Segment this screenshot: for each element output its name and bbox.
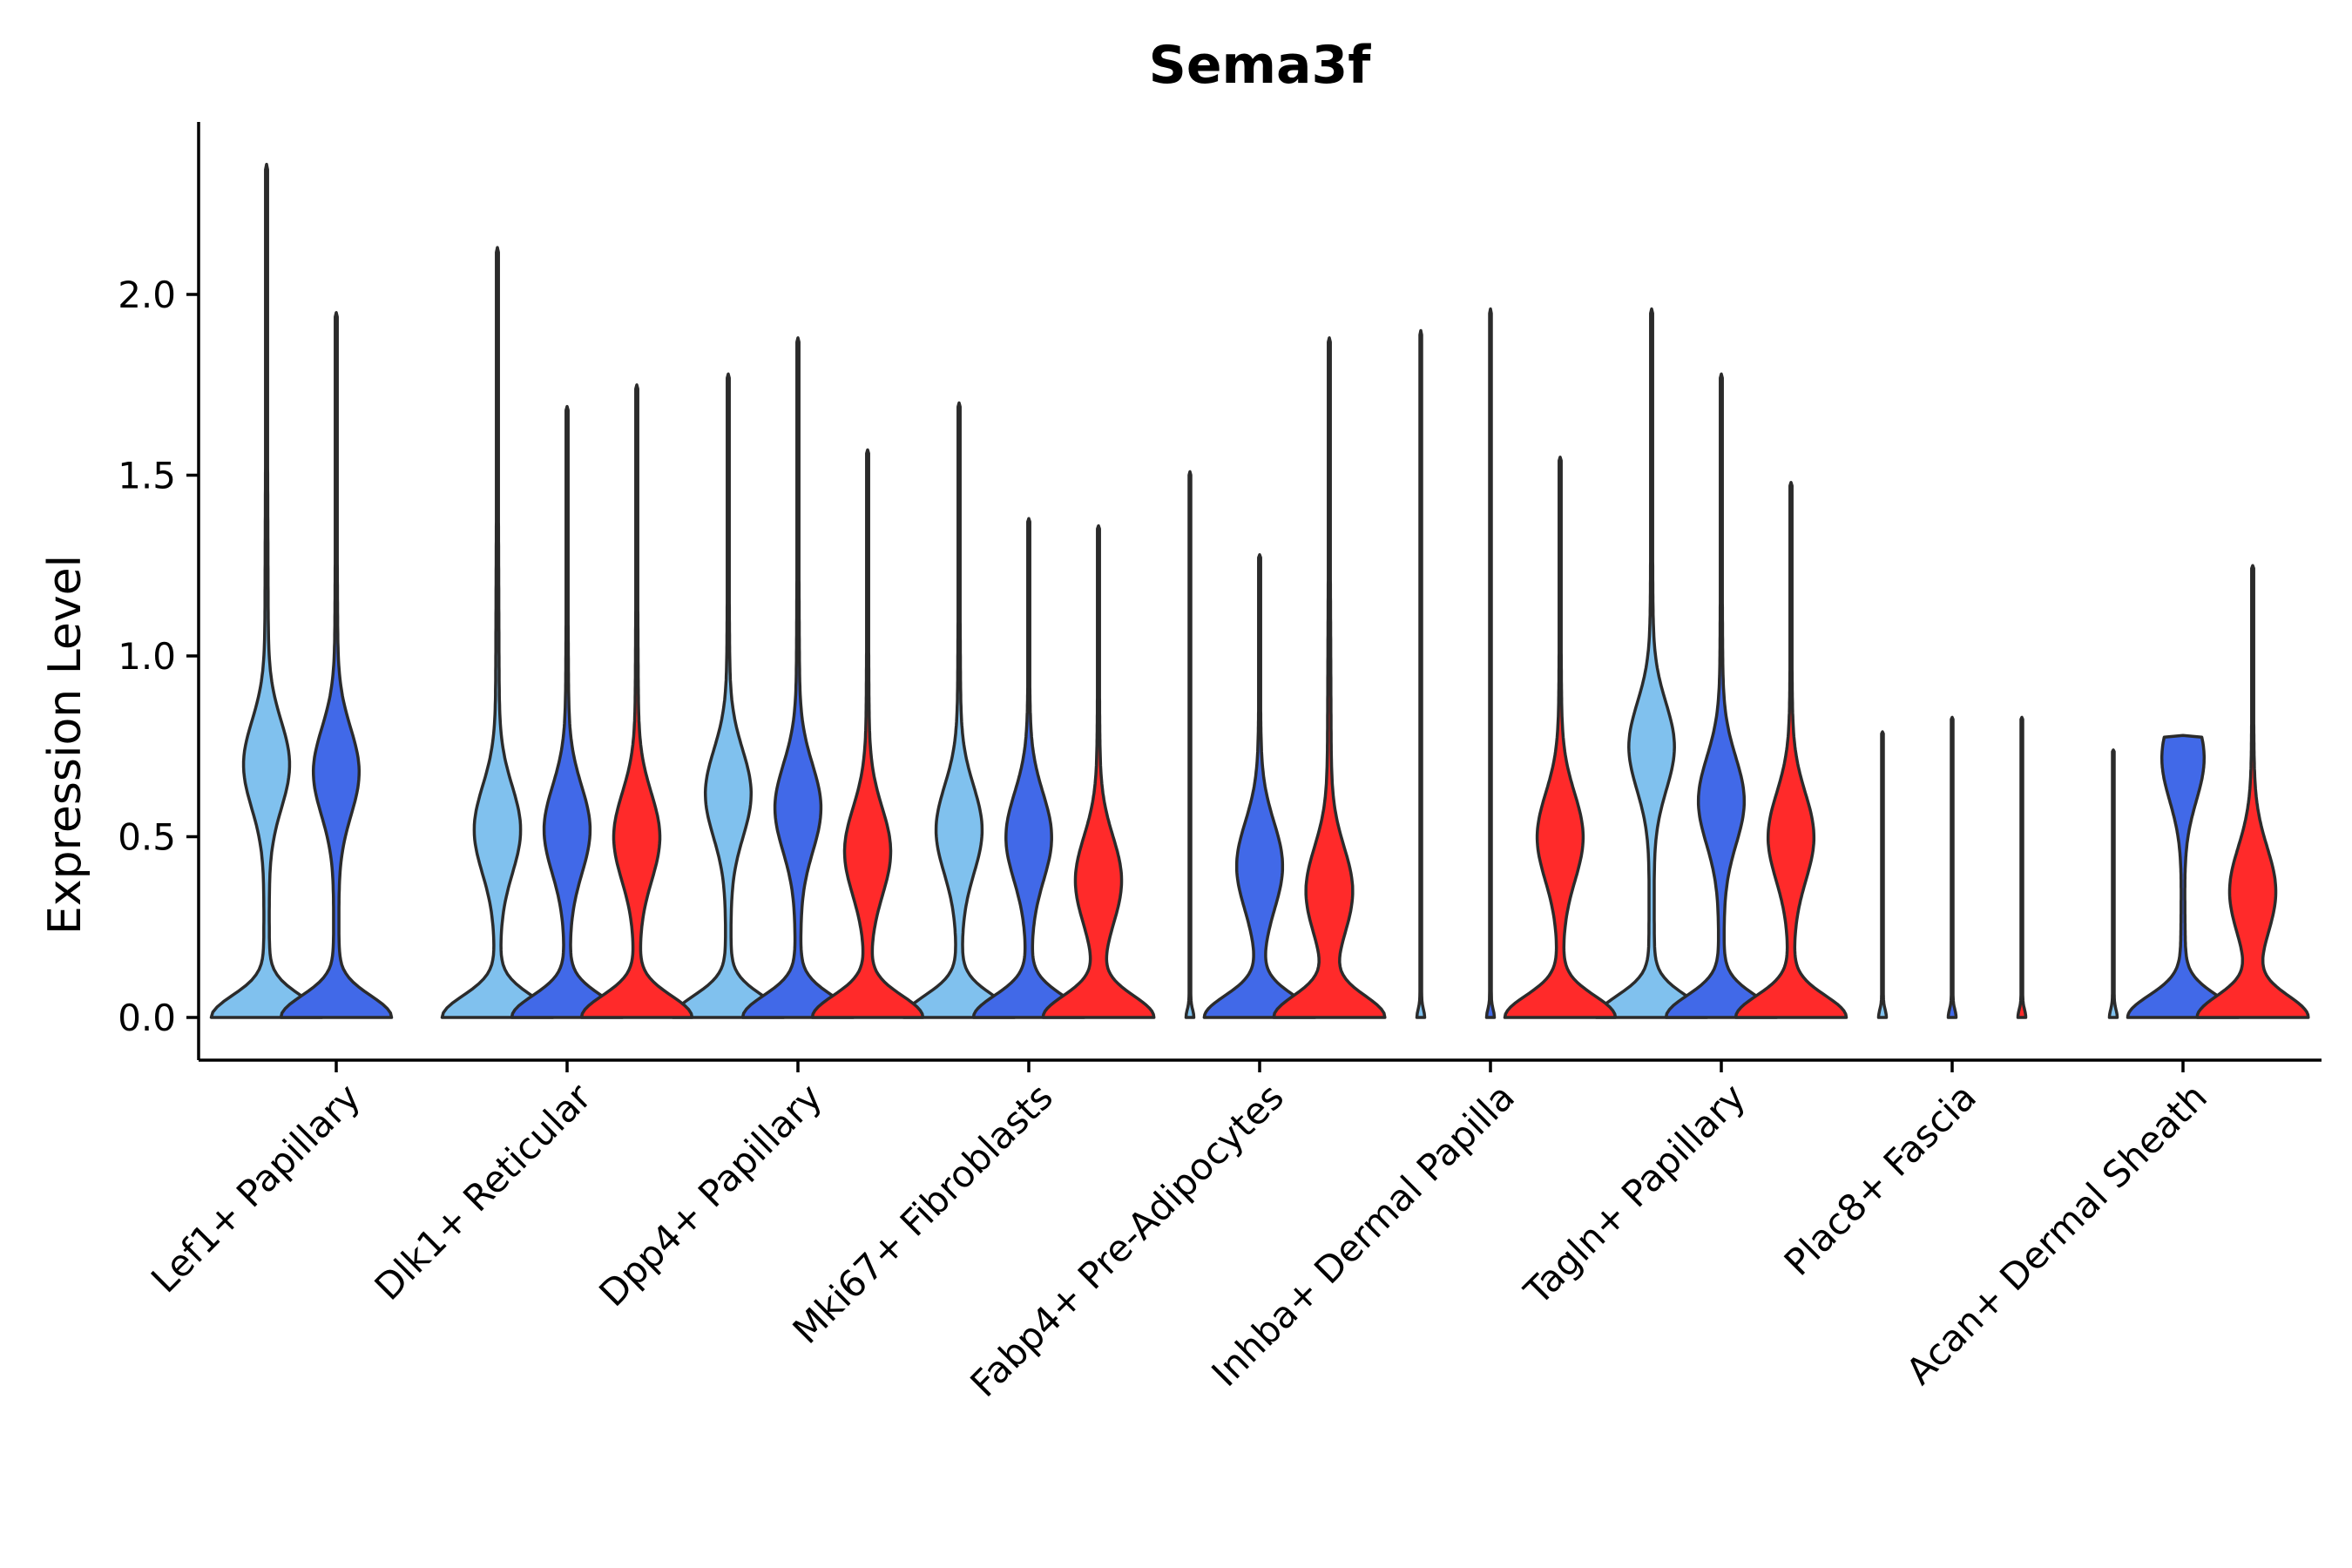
y-tick-label: 2.0 (118, 274, 176, 316)
x-tick-label: Mki67+ Fibroblasts (785, 1075, 1061, 1351)
violin-group2-7 (1946, 715, 1958, 1019)
violin-group1-1 (440, 246, 555, 1019)
violin-group3-8 (2195, 564, 2310, 1019)
violin-group1-0 (209, 162, 324, 1019)
violin-group2-1 (510, 404, 625, 1019)
violin-group3-4 (1272, 336, 1387, 1019)
y-tick-label: 0.5 (118, 816, 176, 859)
violin-group3-1 (579, 383, 694, 1019)
violin-group2-6 (1664, 372, 1779, 1019)
violin-group3-3 (1041, 524, 1156, 1019)
violin-group3-5 (1503, 456, 1618, 1019)
violin-group1-8 (2107, 748, 2119, 1019)
violin-group3-6 (1734, 481, 1848, 1019)
violin-group2-0 (279, 311, 394, 1019)
x-tick-label: Lef1+ Papillary (143, 1075, 368, 1301)
x-tick-label: Plac8+ Fascia (1776, 1075, 1984, 1283)
y-axis-label: Expression Level (39, 555, 91, 935)
violin-group1-7 (1876, 730, 1889, 1019)
violin-group2-2 (740, 336, 855, 1019)
violin-group1-2 (671, 372, 786, 1019)
chart-title: Sema3f (1149, 35, 1372, 96)
x-tick-label: Dlk1+ Reticular (367, 1075, 600, 1308)
x-tick-label: Dpp4+ Papillary (591, 1075, 830, 1315)
violin-group2-3 (971, 517, 1086, 1019)
violin-group1-4 (1184, 470, 1196, 1019)
violin-group1-3 (902, 401, 1017, 1019)
violin-group3-7 (2016, 715, 2028, 1019)
violin-group2-4 (1202, 553, 1317, 1019)
y-tick-label: 1.5 (118, 455, 176, 497)
violin-group2-8 (2126, 733, 2240, 1019)
y-tick-label: 1.0 (118, 635, 176, 678)
x-tick-label: Tagln+ Papillary (1516, 1075, 1754, 1313)
violin-layer (209, 162, 2310, 1019)
y-ticks: 0.0 0.5 1.0 1.5 2.0 (118, 274, 199, 1039)
violin-group1-5 (1415, 328, 1427, 1019)
y-tick-label: 0.0 (118, 997, 176, 1039)
violin-group3-2 (810, 448, 925, 1019)
violin-group2-5 (1484, 307, 1497, 1019)
violin-group1-6 (1594, 307, 1709, 1019)
